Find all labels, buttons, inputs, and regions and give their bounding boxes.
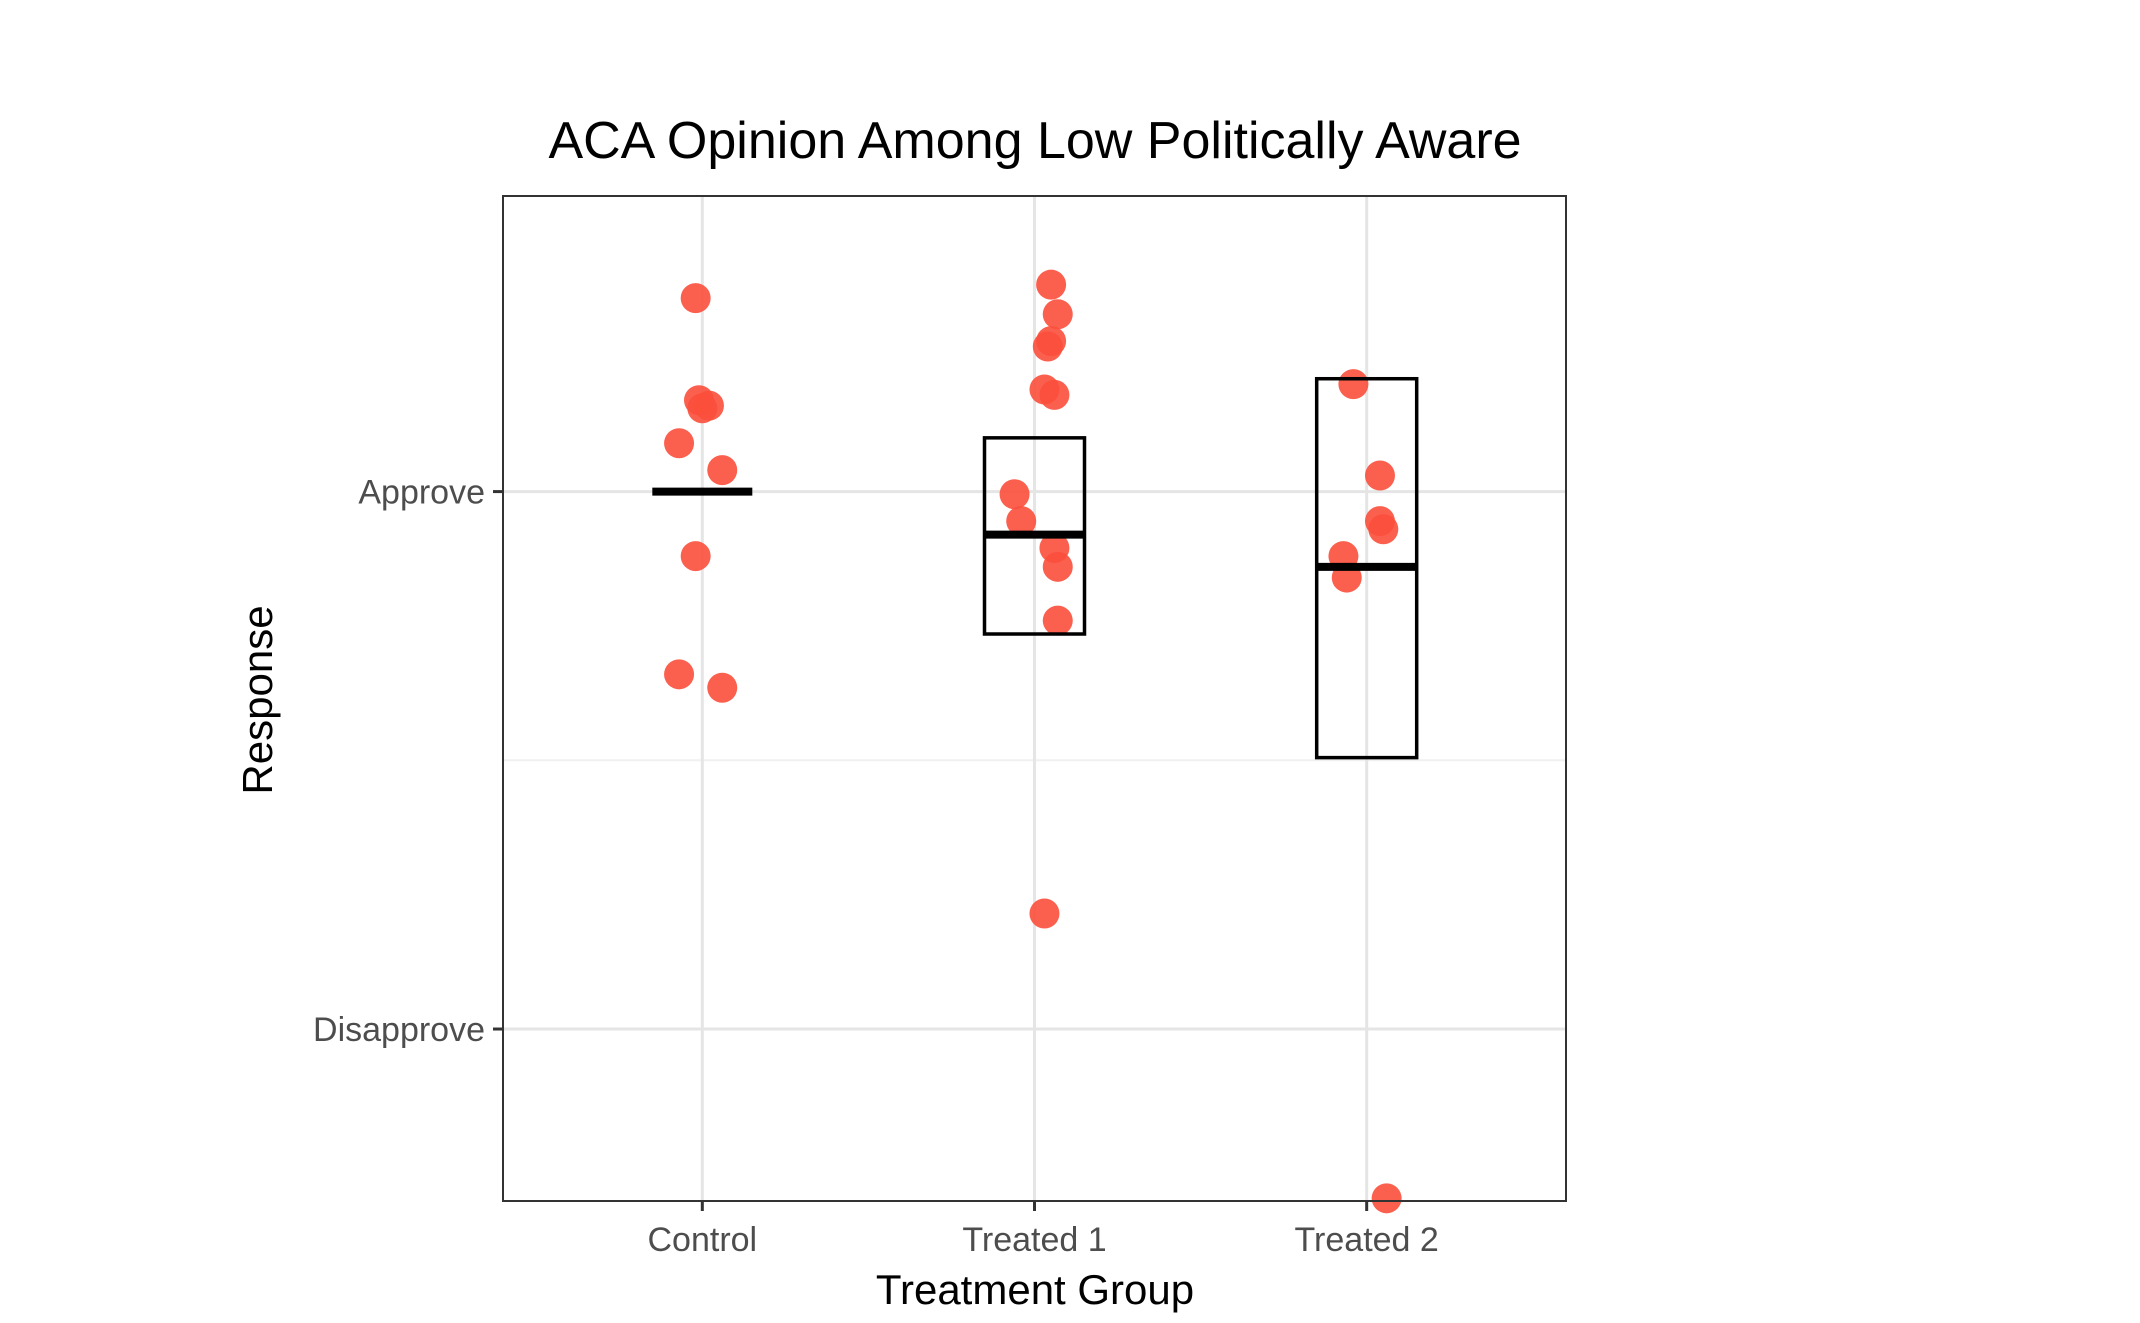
data-point — [707, 672, 738, 703]
data-point — [1032, 331, 1063, 362]
x-tick-label: Treated 1 — [962, 1221, 1106, 1259]
data-point — [1042, 605, 1073, 636]
data-point — [1006, 506, 1037, 537]
data-point — [680, 541, 711, 572]
data-point — [999, 479, 1030, 510]
data-point — [1042, 551, 1073, 582]
x-tick-label: Control — [648, 1221, 758, 1259]
y-tick-label: Disapprove — [313, 1011, 485, 1049]
data-point — [664, 659, 695, 690]
data-point — [1364, 460, 1395, 491]
data-point — [680, 283, 711, 314]
y-axis-title: Response — [234, 605, 281, 794]
x-axis-title: Treatment Group — [876, 1266, 1194, 1313]
y-tick-label: Approve — [358, 474, 485, 512]
x-tick-label: Treated 2 — [1295, 1221, 1439, 1259]
data-point — [1368, 514, 1399, 545]
data-point — [707, 455, 738, 486]
data-point — [1338, 369, 1369, 400]
data-point — [664, 428, 695, 459]
data-point — [1029, 898, 1060, 929]
plot-panel: Disapprove Approve Control Treated 1 Treated… — [313, 195, 1567, 1259]
data-point — [687, 393, 718, 424]
data-point — [1042, 299, 1073, 330]
data-point — [1371, 1183, 1402, 1214]
data-point — [1036, 269, 1067, 300]
data-point — [1039, 379, 1070, 410]
chart-title: ACA Opinion Among Low Politically Aware — [548, 112, 1521, 170]
